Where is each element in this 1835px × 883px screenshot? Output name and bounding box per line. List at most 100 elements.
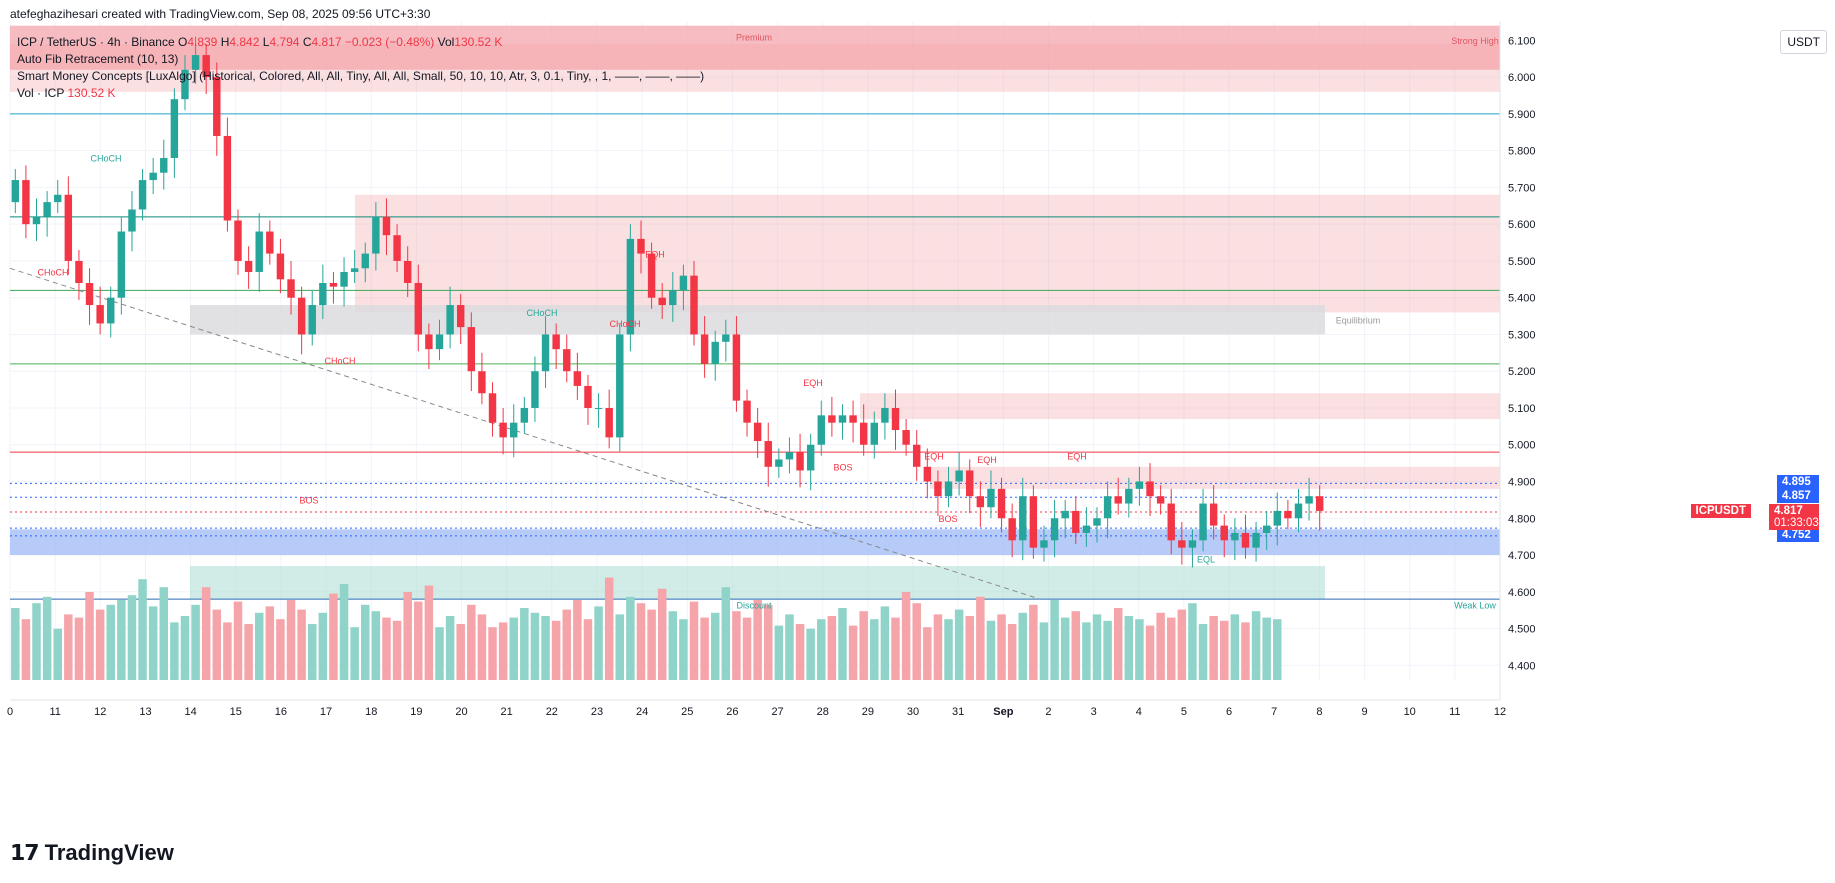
volume-bar bbox=[923, 627, 932, 680]
candle-body bbox=[732, 334, 741, 401]
supply-zone-3 bbox=[930, 466, 1500, 489]
candle-body bbox=[403, 260, 412, 283]
volume-bar bbox=[965, 616, 974, 680]
volume-bar bbox=[21, 619, 31, 680]
candle-body bbox=[1093, 518, 1101, 526]
volume-indicator-value: 130.52 K bbox=[67, 86, 116, 100]
time-tick: 13 bbox=[139, 706, 151, 718]
time-tick: 14 bbox=[184, 706, 196, 718]
volume-indicator-title: Vol · ICP bbox=[17, 86, 65, 100]
choch-label: CHoCH bbox=[90, 154, 121, 164]
volume-bar bbox=[85, 592, 94, 680]
candle-body bbox=[584, 385, 592, 408]
volume-bar bbox=[254, 612, 264, 680]
candle-body bbox=[764, 441, 772, 467]
volume-bar bbox=[223, 622, 232, 680]
choch-label: CHoCH bbox=[609, 319, 640, 329]
candle-body bbox=[859, 422, 868, 445]
supply-zone bbox=[355, 194, 1500, 313]
candle-body bbox=[1167, 503, 1175, 541]
time-tick: 10 bbox=[1404, 706, 1416, 718]
fib-indicator-title[interactable]: Auto Fib Retracement (10, 13) bbox=[17, 52, 179, 66]
volume-bar bbox=[435, 627, 444, 680]
volume-bar bbox=[64, 614, 73, 680]
time-tick: 21 bbox=[501, 706, 513, 718]
smc-indicator-title[interactable]: Smart Money Concepts [LuxAlgo] (Historic… bbox=[17, 69, 705, 83]
candle-body bbox=[297, 297, 306, 335]
candle-body bbox=[319, 282, 327, 306]
volume-bar bbox=[700, 617, 709, 680]
candle-body bbox=[838, 415, 847, 423]
candle-body bbox=[944, 481, 953, 497]
volume-bar bbox=[933, 614, 943, 680]
candle-body bbox=[913, 444, 921, 467]
price-tick: 4.900 bbox=[1508, 476, 1536, 488]
candle-body bbox=[191, 55, 200, 70]
volume-indicator-row[interactable]: Vol · ICP 130.52 K bbox=[17, 85, 704, 102]
volume-bar bbox=[520, 608, 529, 680]
volume-bar bbox=[424, 585, 434, 680]
volume-bar bbox=[583, 619, 593, 680]
price-tick: 4.600 bbox=[1508, 587, 1536, 599]
volume-bar bbox=[127, 595, 137, 680]
candle-body bbox=[138, 180, 147, 210]
volume-bar bbox=[1124, 616, 1134, 680]
volume-bar bbox=[912, 603, 921, 680]
volume-bar bbox=[1177, 609, 1187, 680]
volume-bar bbox=[1050, 600, 1059, 680]
candle-body bbox=[266, 231, 274, 254]
candle-body bbox=[616, 334, 624, 438]
candle-body bbox=[32, 216, 41, 225]
volume-bar bbox=[1007, 624, 1017, 680]
currency-button[interactable]: USDT bbox=[1780, 30, 1827, 54]
time-tick: 6 bbox=[1226, 706, 1232, 718]
time-tick: 3 bbox=[1091, 706, 1097, 718]
volume-bar bbox=[870, 619, 879, 680]
volume-bar bbox=[721, 587, 731, 680]
volume-bar bbox=[307, 624, 317, 680]
time-tick: 25 bbox=[681, 706, 693, 718]
candle-body bbox=[541, 334, 550, 372]
candle-body bbox=[753, 422, 762, 442]
equilibrium-label: Equilibrium bbox=[1336, 315, 1381, 325]
candle-body bbox=[923, 466, 932, 482]
volume-bar bbox=[753, 600, 762, 680]
choch-label: CHoCH bbox=[37, 268, 68, 278]
volume-bar bbox=[742, 617, 752, 680]
candle-body bbox=[488, 393, 497, 423]
bos-label: BOS bbox=[299, 496, 318, 506]
candle-body bbox=[107, 297, 115, 324]
candle-body bbox=[361, 253, 369, 269]
high-value: 4.842 bbox=[229, 35, 260, 49]
eqh-label: EQH bbox=[645, 249, 665, 259]
price-tick: 4.400 bbox=[1508, 660, 1536, 672]
fib-lines bbox=[9, 113, 1500, 600]
volume-bar bbox=[615, 614, 625, 680]
candle-body bbox=[478, 371, 486, 394]
bos-label: BOS bbox=[833, 462, 852, 472]
volume-bar bbox=[148, 606, 158, 680]
volume-bar bbox=[233, 601, 243, 680]
price-tick: 4.500 bbox=[1508, 624, 1536, 636]
symbol-title[interactable]: ICP / TetherUS · 4h · Binance bbox=[17, 35, 175, 49]
candle-body bbox=[849, 415, 857, 423]
volume-bar bbox=[244, 624, 253, 680]
close-value: 4.817 bbox=[311, 35, 342, 49]
candle-body bbox=[1262, 525, 1271, 533]
candle-body bbox=[531, 371, 539, 408]
bar-countdown: 01:33:03 bbox=[1774, 517, 1819, 529]
price-tick: 5.900 bbox=[1508, 109, 1536, 121]
volume-bar bbox=[880, 606, 890, 680]
tradingview-brand[interactable]: 𝟭𝟳 TradingView bbox=[10, 840, 174, 866]
time-tick: 20 bbox=[455, 706, 467, 718]
candle-body bbox=[170, 99, 179, 159]
volume-bar bbox=[774, 625, 784, 680]
volume-bar bbox=[604, 577, 614, 680]
time-tick: 5 bbox=[1181, 706, 1187, 718]
candle-body bbox=[1135, 481, 1144, 489]
volume-bar bbox=[901, 592, 911, 680]
time-tick: 29 bbox=[862, 706, 874, 718]
candle-body bbox=[117, 231, 126, 298]
candle-body bbox=[1220, 525, 1228, 541]
